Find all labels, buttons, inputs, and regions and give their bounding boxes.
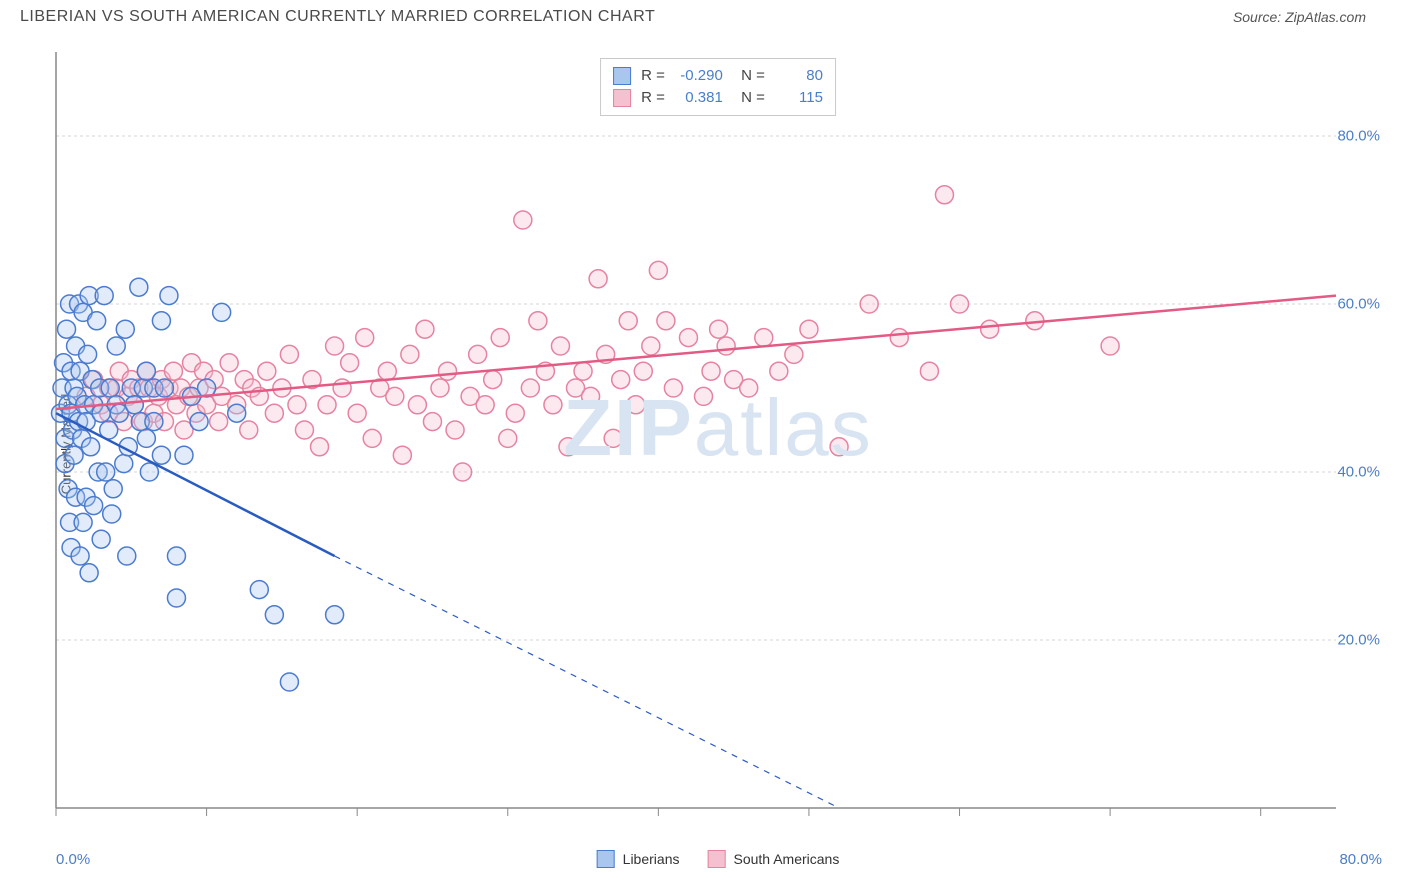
stats-row-south-americans: R = 0.381 N = 115 (613, 87, 823, 109)
chart-svg (48, 44, 1388, 844)
legend-item-liberians: Liberians (597, 850, 680, 868)
stats-n-label: N = (733, 87, 765, 109)
bottom-legend: Liberians South Americans (597, 850, 840, 868)
stats-n-liberians: 80 (771, 65, 823, 87)
y-tick-label: 80.0% (1337, 128, 1380, 145)
y-tick-label: 60.0% (1337, 296, 1380, 313)
stats-r-south-americans: 0.381 (671, 87, 723, 109)
y-tick-label: 20.0% (1337, 632, 1380, 649)
stats-r-label: R = (641, 65, 665, 87)
stats-row-liberians: R = -0.290 N = 80 (613, 65, 823, 87)
swatch-liberians (613, 67, 631, 85)
legend-label-liberians: Liberians (623, 851, 680, 867)
y-tick-label: 40.0% (1337, 464, 1380, 481)
correlation-stats-box: R = -0.290 N = 80 R = 0.381 N = 115 (600, 58, 836, 116)
stats-r-liberians: -0.290 (671, 65, 723, 87)
chart-container: Currently Married ZIPatlas R = -0.290 N … (48, 44, 1388, 844)
legend-label-south-americans: South Americans (733, 851, 839, 867)
chart-title: LIBERIAN VS SOUTH AMERICAN CURRENTLY MAR… (20, 8, 655, 26)
swatch-south-americans (613, 89, 631, 107)
legend-item-south-americans: South Americans (707, 850, 839, 868)
x-tick-label: 0.0% (56, 851, 90, 868)
x-tick-label: 80.0% (1339, 851, 1382, 868)
source-label: Source: ZipAtlas.com (1233, 9, 1366, 25)
legend-swatch-south-americans (707, 850, 725, 868)
stats-n-south-americans: 115 (771, 87, 823, 109)
header: LIBERIAN VS SOUTH AMERICAN CURRENTLY MAR… (0, 0, 1406, 30)
stats-r-label: R = (641, 87, 665, 109)
stats-n-label: N = (733, 65, 765, 87)
legend-swatch-liberians (597, 850, 615, 868)
